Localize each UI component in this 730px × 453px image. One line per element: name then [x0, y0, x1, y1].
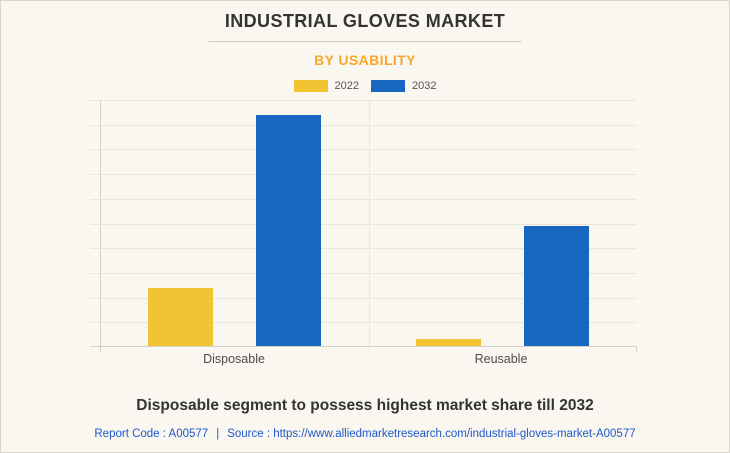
legend-label-2022: 2022 [334, 80, 359, 92]
category-separator-gridline [369, 100, 370, 352]
legend-item-2032[interactable]: 2032 [371, 80, 436, 92]
category-label-reusable: Reusable [474, 352, 528, 366]
source-link[interactable]: Source : https://www.alliedmarketresearc… [227, 428, 636, 440]
gridline [90, 297, 637, 299]
gridline [90, 124, 637, 126]
axis-tick [100, 347, 101, 352]
chart-subtitle: BY USABILITY [314, 52, 416, 68]
gridline [90, 223, 637, 225]
x-axis-line [90, 346, 637, 347]
chart-legend: 2022 2032 [1, 80, 729, 92]
gridline [90, 100, 637, 101]
gridline [90, 198, 637, 200]
gridline [90, 174, 637, 176]
gridline [90, 149, 637, 151]
page-title: INDUSTRIAL GLOVES MARKET [224, 11, 506, 31]
footer-separator: | [216, 428, 220, 440]
footer-source-line: Report Code : A00577 | Source : https://ww… [1, 428, 729, 440]
bar-disposable-2022[interactable] [147, 287, 213, 346]
bar-disposable-2032[interactable] [255, 115, 321, 346]
gridline [90, 322, 637, 324]
category-label-disposable: Disposable [203, 352, 265, 366]
plot-area [90, 100, 637, 352]
bar-reusable-2032[interactable] [524, 226, 589, 346]
legend-item-2022[interactable]: 2022 [293, 80, 359, 92]
report-code-link[interactable]: Report Code : A00577 [94, 428, 209, 440]
bar-reusable-2022[interactable] [416, 338, 481, 346]
gridline [90, 248, 637, 250]
legend-label-2032: 2032 [412, 80, 437, 92]
legend-swatch-2022-icon [293, 80, 328, 92]
title-divider [208, 41, 522, 42]
legend-swatch-2032-icon [371, 80, 405, 92]
chart-headline: Disposable segment to possess highest ma… [136, 397, 594, 414]
gridline [90, 272, 637, 274]
axis-tick [636, 347, 637, 352]
